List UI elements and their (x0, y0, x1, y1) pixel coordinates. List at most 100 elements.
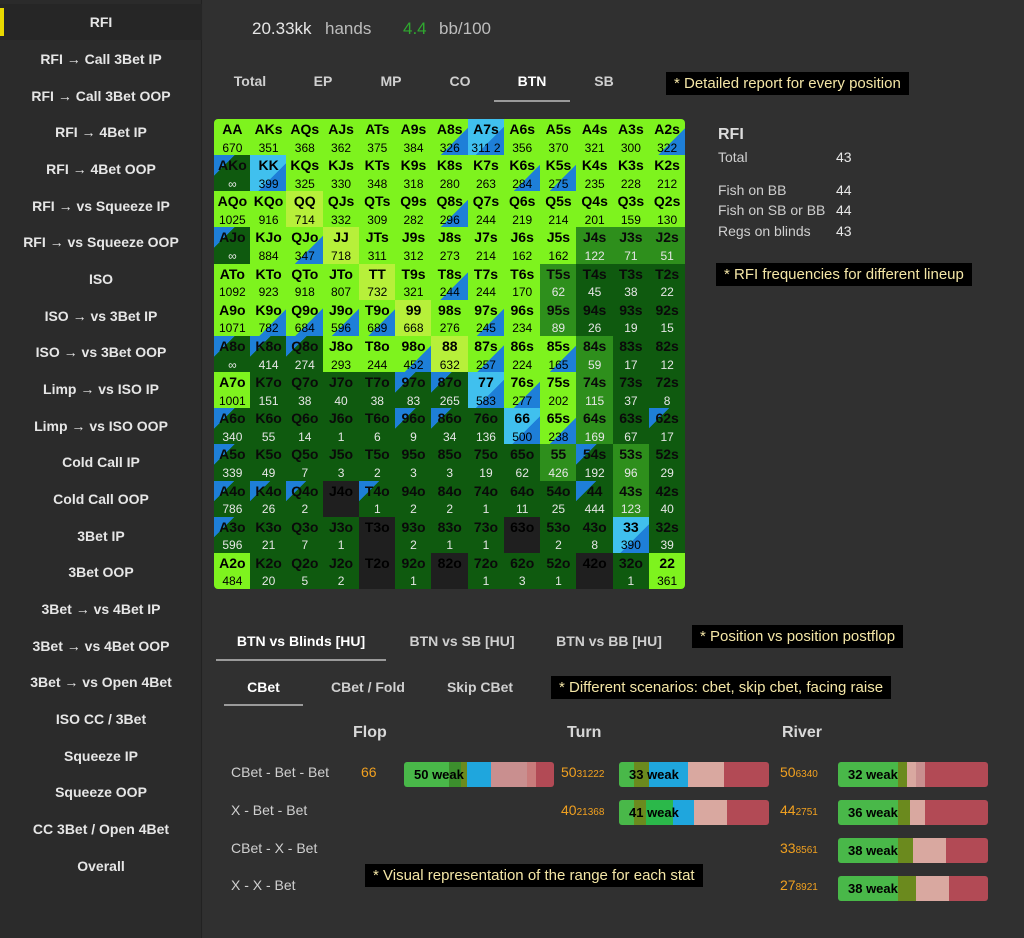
matrix-cell[interactable]: 74s 115 (576, 372, 614, 409)
matrix-cell[interactable]: Q4s 201 (576, 191, 614, 228)
matrix-cell[interactable]: 42o (576, 552, 614, 589)
matrix-cell[interactable]: 92o 1 (395, 552, 432, 589)
matrix-cell[interactable]: T6s 170 (503, 263, 541, 301)
matrix-cell[interactable]: T5s 62 (540, 263, 577, 301)
matrix-cell[interactable]: J2s 51 (648, 227, 685, 265)
sidebar-item-8[interactable]: ISO → vs 3Bet IP (44, 308, 158, 324)
sidebar-item-5[interactable]: RFI → vs Squeeze IP (32, 198, 170, 214)
matrix-cell[interactable]: J4o (322, 480, 360, 518)
matrix-cell[interactable]: K2s 212 (648, 155, 685, 192)
matrix-cell[interactable]: KJo 884 (250, 227, 287, 265)
matrix-cell[interactable]: Q2s 130 (648, 191, 685, 228)
matrix-cell[interactable]: 64o 11 (503, 480, 541, 518)
tab-matchup-1[interactable]: BTN vs SB [HU] (409, 633, 515, 649)
sidebar-item-21[interactable]: Squeeze OOP (55, 784, 147, 800)
matrix-cell[interactable]: 54o 25 (540, 480, 577, 518)
range-bar[interactable]: 50 weak (404, 762, 554, 787)
matrix-cell[interactable]: AKo ∞ (214, 155, 251, 192)
matrix-cell[interactable]: KTo 923 (250, 263, 287, 301)
matrix-cell[interactable]: 94o 2 (395, 480, 432, 518)
matrix-cell[interactable]: 33 390 (612, 516, 650, 554)
matrix-cell[interactable]: K8s 280 (431, 155, 469, 192)
matrix-cell[interactable]: 93o 2 (395, 516, 432, 554)
matrix-cell[interactable]: A5o 339 (214, 444, 251, 482)
matrix-cell[interactable]: 98o 452 (395, 335, 432, 373)
matrix-cell[interactable]: T2o (358, 552, 396, 589)
matrix-cell[interactable]: 77 583 (467, 372, 505, 409)
matrix-cell[interactable]: 97o 83 (395, 372, 432, 409)
matrix-cell[interactable]: 52s 29 (648, 444, 685, 482)
matrix-cell[interactable]: T2s 22 (648, 263, 685, 301)
sidebar-item-19[interactable]: ISO CC / 3Bet (55, 711, 147, 727)
tab-position-2[interactable]: MP (380, 73, 402, 89)
matrix-cell[interactable]: K3o 21 (250, 516, 287, 554)
matrix-cell[interactable]: J3s 71 (612, 227, 650, 265)
matrix-cell[interactable]: T9o 689 (358, 299, 396, 337)
matrix-cell[interactable]: Q9o 684 (286, 299, 324, 337)
matrix-cell[interactable]: K5o 49 (250, 444, 287, 482)
sidebar-item-12[interactable]: Cold Call IP (62, 454, 140, 470)
matrix-cell[interactable]: T3o (358, 516, 396, 554)
matrix-cell[interactable]: 87o 265 (431, 372, 469, 409)
matrix-cell[interactable]: 54s 192 (576, 444, 614, 482)
matrix-cell[interactable]: 95s 89 (540, 299, 577, 337)
matrix-cell[interactable]: A4o 786 (214, 480, 251, 518)
matrix-cell[interactable]: AJs 362 (322, 119, 360, 156)
matrix-cell[interactable]: T4o 1 (358, 480, 396, 518)
matrix-cell[interactable]: 72o 1 (467, 552, 505, 589)
matrix-cell[interactable]: 74o 1 (467, 480, 505, 518)
matrix-cell[interactable]: KK 399 (250, 155, 287, 192)
matrix-cell[interactable]: T8s 244 (431, 263, 469, 301)
matrix-cell[interactable]: T8o 244 (358, 335, 396, 373)
matrix-cell[interactable]: K2o 20 (250, 552, 287, 589)
matrix-cell[interactable]: A6s 356 (503, 119, 541, 156)
matrix-cell[interactable]: 99 668 (395, 299, 432, 337)
matrix-cell[interactable]: Q6o 14 (286, 408, 324, 445)
matrix-cell[interactable]: T3s 38 (612, 263, 650, 301)
matrix-cell[interactable]: K8o 414 (250, 335, 287, 373)
matrix-cell[interactable]: Q5s 214 (540, 191, 577, 228)
matrix-cell[interactable]: J5o 3 (322, 444, 360, 482)
matrix-cell[interactable]: A8s 326 (431, 119, 469, 156)
matrix-cell[interactable]: TT 732 (358, 263, 396, 301)
tab-position-3[interactable]: CO (449, 73, 471, 89)
matrix-cell[interactable]: 85o 3 (431, 444, 469, 482)
matrix-cell[interactable]: T7o 38 (358, 372, 396, 409)
matrix-cell[interactable]: JJ 718 (322, 227, 360, 265)
matrix-cell[interactable]: 84o 2 (431, 480, 469, 518)
matrix-cell[interactable]: KTs 348 (358, 155, 396, 192)
matrix-cell[interactable]: 55 426 (540, 444, 577, 482)
matrix-cell[interactable]: 86s 224 (503, 335, 541, 373)
matrix-cell[interactable]: J9o 596 (322, 299, 360, 337)
matrix-cell[interactable]: 95o 3 (395, 444, 432, 482)
matrix-cell[interactable]: K4s 235 (576, 155, 614, 192)
matrix-cell[interactable]: JTo 807 (322, 263, 360, 301)
matrix-cell[interactable]: K6o 55 (250, 408, 287, 445)
matrix-cell[interactable]: 87s 257 (467, 335, 505, 373)
tab-matchup-2[interactable]: BTN vs BB [HU] (556, 633, 662, 649)
sidebar-item-16[interactable]: 3Bet → vs 4Bet IP (41, 601, 161, 617)
matrix-cell[interactable]: A9s 384 (395, 119, 432, 156)
matrix-cell[interactable]: K4o 26 (250, 480, 287, 518)
matrix-cell[interactable]: 44 444 (576, 480, 614, 518)
matrix-cell[interactable]: 42s 40 (648, 480, 685, 518)
matrix-cell[interactable]: 85s 165 (540, 335, 577, 373)
matrix-cell[interactable]: ATo 1092 (214, 263, 251, 301)
matrix-cell[interactable]: 96o 9 (395, 408, 432, 445)
matrix-cell[interactable]: J7o 40 (322, 372, 360, 409)
matrix-cell[interactable]: 65o 62 (503, 444, 541, 482)
matrix-cell[interactable]: Q7o 38 (286, 372, 324, 409)
matrix-cell[interactable]: Q4o 2 (286, 480, 324, 518)
matrix-cell[interactable]: 84s 59 (576, 335, 614, 373)
matrix-cell[interactable]: 75s 202 (540, 372, 577, 409)
range-bar[interactable]: 38 weak (838, 876, 988, 901)
sidebar-item-9[interactable]: ISO → vs 3Bet OOP (35, 344, 167, 360)
matrix-cell[interactable]: 73s 37 (612, 372, 650, 409)
matrix-cell[interactable]: J5s 162 (540, 227, 577, 265)
matrix-cell[interactable]: A4s 321 (576, 119, 614, 156)
matrix-cell[interactable]: J6s 162 (503, 227, 541, 265)
matrix-cell[interactable]: KQo 916 (250, 191, 287, 228)
matrix-cell[interactable]: J4s 122 (576, 227, 614, 265)
matrix-cell[interactable]: Q8s 296 (431, 191, 469, 228)
matrix-cell[interactable]: 96s 234 (503, 299, 541, 337)
